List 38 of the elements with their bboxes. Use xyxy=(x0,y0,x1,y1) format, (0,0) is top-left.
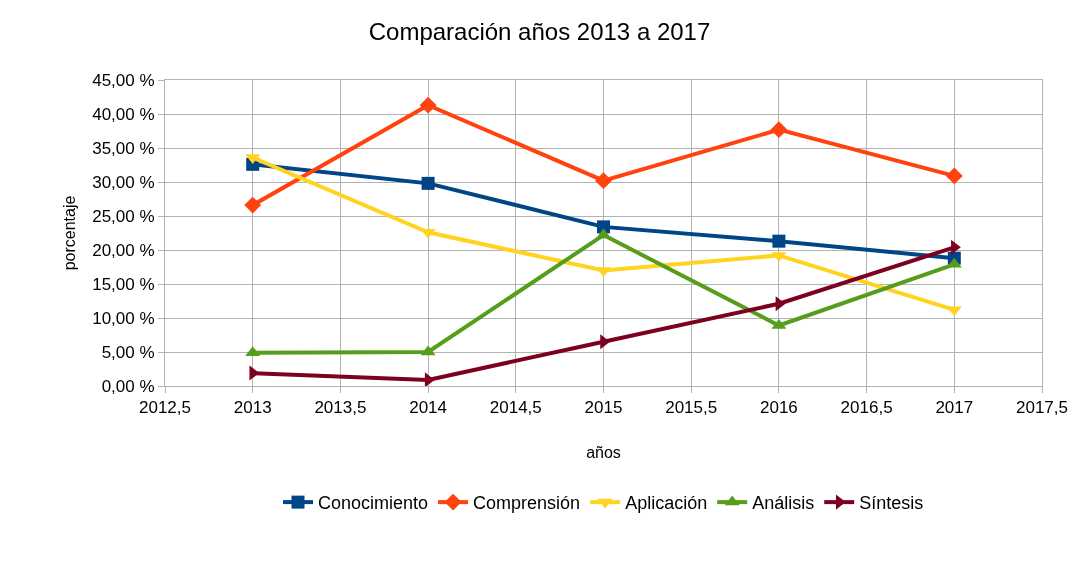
point xyxy=(419,96,437,114)
legend-label: Conocimiento xyxy=(318,493,429,514)
x-tick-label: 2016 xyxy=(759,398,798,418)
point xyxy=(595,172,612,190)
point xyxy=(421,176,435,190)
y-tick-label: 35,00 % xyxy=(92,138,155,158)
x-axis-title: años xyxy=(586,444,621,462)
point xyxy=(945,167,963,185)
y-tick-label: 5,00 % xyxy=(101,342,155,362)
point xyxy=(244,196,262,214)
point xyxy=(770,121,788,139)
x-tick-label: 2015,5 xyxy=(665,398,718,418)
y-tick-label: 20,00 % xyxy=(92,240,155,260)
x-tick-label: 2016,5 xyxy=(840,398,893,418)
point xyxy=(424,372,435,386)
point xyxy=(597,220,610,234)
point xyxy=(772,234,786,248)
chart-title: Comparación años 2013 a 2017 xyxy=(368,18,711,46)
y-tick-label: 10,00 % xyxy=(92,308,155,328)
legend-label: Comprensión xyxy=(473,493,581,514)
y-axis-title: porcentaje xyxy=(61,195,79,271)
x-tick-label: 2013 xyxy=(233,398,272,418)
y-tick-label: 45,00 % xyxy=(92,70,155,90)
x-tick-label: 2014,5 xyxy=(489,398,542,418)
y-tick-label: 25,00 % xyxy=(92,206,155,226)
y-tick-label: 30,00 % xyxy=(92,172,155,192)
legend-label: Síntesis xyxy=(859,493,924,514)
x-tick-label: 2012,5 xyxy=(139,398,191,418)
y-tick-label: 15,00 % xyxy=(92,274,155,294)
x-tick-label: 2014 xyxy=(409,398,448,418)
y-tick-label: 40,00 % xyxy=(92,104,155,124)
y-tick-label: 0,00 % xyxy=(101,376,155,396)
legend-label: Aplicación xyxy=(625,493,708,514)
x-tick-label: 2017 xyxy=(935,398,974,418)
x-tick-label: 2017,5 xyxy=(1016,398,1068,418)
x-tick-label: 2013,5 xyxy=(314,398,367,418)
legend-label: Análisis xyxy=(752,493,815,514)
x-tick-label: 2015 xyxy=(584,398,623,418)
